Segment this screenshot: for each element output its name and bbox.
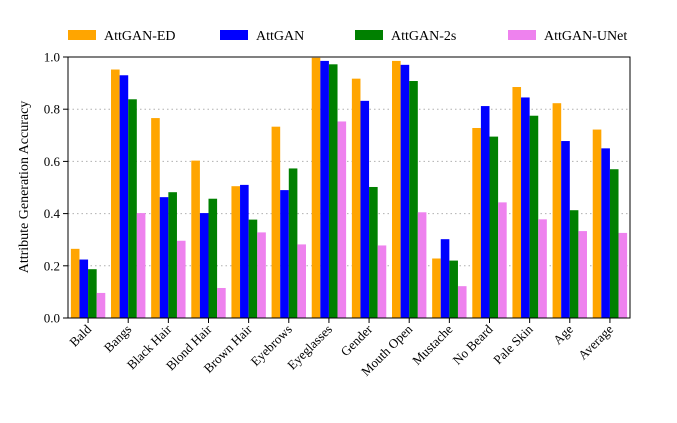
bar-attgan-average (601, 148, 610, 318)
bar-attgan-2s-bald (88, 269, 97, 318)
legend-swatch (220, 30, 248, 40)
bar-attgan-2s-black-hair (168, 192, 177, 318)
bar-attgan-no-beard (480, 106, 490, 319)
bar-attgan-unet-mouth-open (417, 212, 427, 318)
x-tick-label: Pale Skin (490, 321, 536, 367)
bar-attgan-ed-bald (70, 248, 80, 318)
bar-attgan-unet-eyeglasses (337, 121, 347, 318)
legend-swatch (355, 30, 383, 40)
legend-label: AttGAN-UNet (544, 29, 627, 44)
bar-attgan-ed-brown-hair (231, 186, 241, 318)
bar-attgan-2s-pale-skin (529, 115, 539, 318)
bar-attgan-eyebrows (280, 190, 289, 318)
bar-attgan-mustache (440, 239, 450, 318)
bar-attgan-bangs (119, 75, 129, 319)
bar-attgan-bald (79, 259, 89, 318)
x-tick-label: Age (550, 321, 576, 347)
bar-attgan-2s-eyebrows (288, 168, 298, 318)
bar-attgan-ed-average (592, 129, 602, 318)
bar-attgan-unet-bangs (136, 213, 146, 318)
x-tick-label: Gender (338, 321, 376, 359)
bar-attgan-ed-no-beard (472, 127, 481, 318)
bar-attgan-ed-pale-skin (512, 87, 522, 318)
bar-attgan-ed-black-hair (151, 118, 160, 318)
bar-attgan-unet-mustache (457, 286, 467, 318)
bar-attgan-unet-pale-skin (538, 219, 547, 318)
y-tick-label: 0.8 (44, 102, 60, 117)
legend-label: AttGAN-2s (391, 29, 456, 44)
bar-attgan-unet-age (578, 231, 587, 318)
x-tick-label: Average (575, 321, 616, 362)
bar-attgan-brown-hair (240, 184, 249, 318)
bar-attgan-2s-eyeglasses (328, 64, 338, 318)
bar-attgan-pale-skin (521, 97, 530, 318)
bar-attgan-unet-black-hair (176, 240, 186, 318)
y-tick-label: 0.4 (44, 206, 61, 221)
y-tick-label: 1.0 (44, 50, 60, 65)
bar-attgan-gender (360, 100, 370, 319)
x-tick-label: Bangs (101, 322, 135, 356)
bar-attgan-unet-gender (377, 245, 387, 318)
legend: AttGAN-ED AttGAN AttGAN-2s AttGAN-UNet (68, 29, 627, 44)
bar-attgan-2s-age (569, 210, 579, 318)
bar-attgan-ed-eyeglasses (311, 57, 321, 319)
bar-attgan-ed-eyebrows (271, 126, 281, 318)
bar-attgan-age (561, 141, 570, 318)
bar-attgan-2s-bangs (128, 99, 137, 318)
axes: Attribute Generation Accuracy (17, 56, 631, 319)
y-tick-label: 0.6 (44, 154, 61, 169)
x-tick-label: Mustache (409, 321, 456, 368)
bar-attgan-2s-mouth-open (409, 81, 418, 319)
y-tick-label: 0.2 (44, 258, 60, 273)
bar-attgan-unet-no-beard (498, 202, 507, 318)
bar-attgan-mouth-open (400, 64, 410, 318)
plot-frame (67, 56, 631, 319)
bar-attgan-2s-blond-hair (208, 198, 218, 318)
bar-attgan-ed-age (552, 103, 562, 319)
bar-attgan-ed-bangs (111, 69, 120, 318)
bar-attgan-ed-blond-hair (191, 160, 200, 318)
bar-attgan-2s-mustache (449, 260, 458, 318)
bar-attgan-unet-average (618, 232, 628, 318)
y-ticks: 0.0 0.2 0.4 0.6 0.8 1.0 (44, 50, 68, 326)
bar-attgan-unet-eyebrows (297, 244, 306, 318)
x-tick-label: Bald (66, 321, 94, 349)
bar-attgan-unet-brown-hair (257, 232, 266, 318)
bar-attgan-unet-blond-hair (217, 287, 226, 318)
bar-attgan-eyeglasses (320, 60, 329, 318)
legend-swatch (68, 30, 96, 40)
legend-swatch (508, 30, 536, 40)
bar-attgan-2s-gender (369, 186, 378, 318)
bar-attgan-2s-no-beard (489, 136, 499, 318)
bar-attgan-ed-mouth-open (392, 60, 401, 318)
bar-attgan-ed-gender (351, 78, 361, 319)
bar-attgan-unet-bald (96, 292, 106, 318)
legend-label: AttGAN-ED (104, 29, 176, 44)
x-tick-label: No Beard (450, 321, 496, 367)
bar-attgan-ed-mustache (432, 258, 441, 318)
y-axis-label: Attribute Generation Accuracy (17, 101, 32, 274)
bars (70, 57, 628, 319)
bar-attgan-2s-brown-hair (248, 219, 258, 318)
bar-attgan-black-hair (159, 197, 169, 318)
y-tick-label: 0.0 (44, 311, 60, 326)
legend-label: AttGAN (256, 29, 304, 44)
bar-attgan-blond-hair (199, 213, 209, 318)
bar-attgan-2s-average (609, 169, 619, 318)
